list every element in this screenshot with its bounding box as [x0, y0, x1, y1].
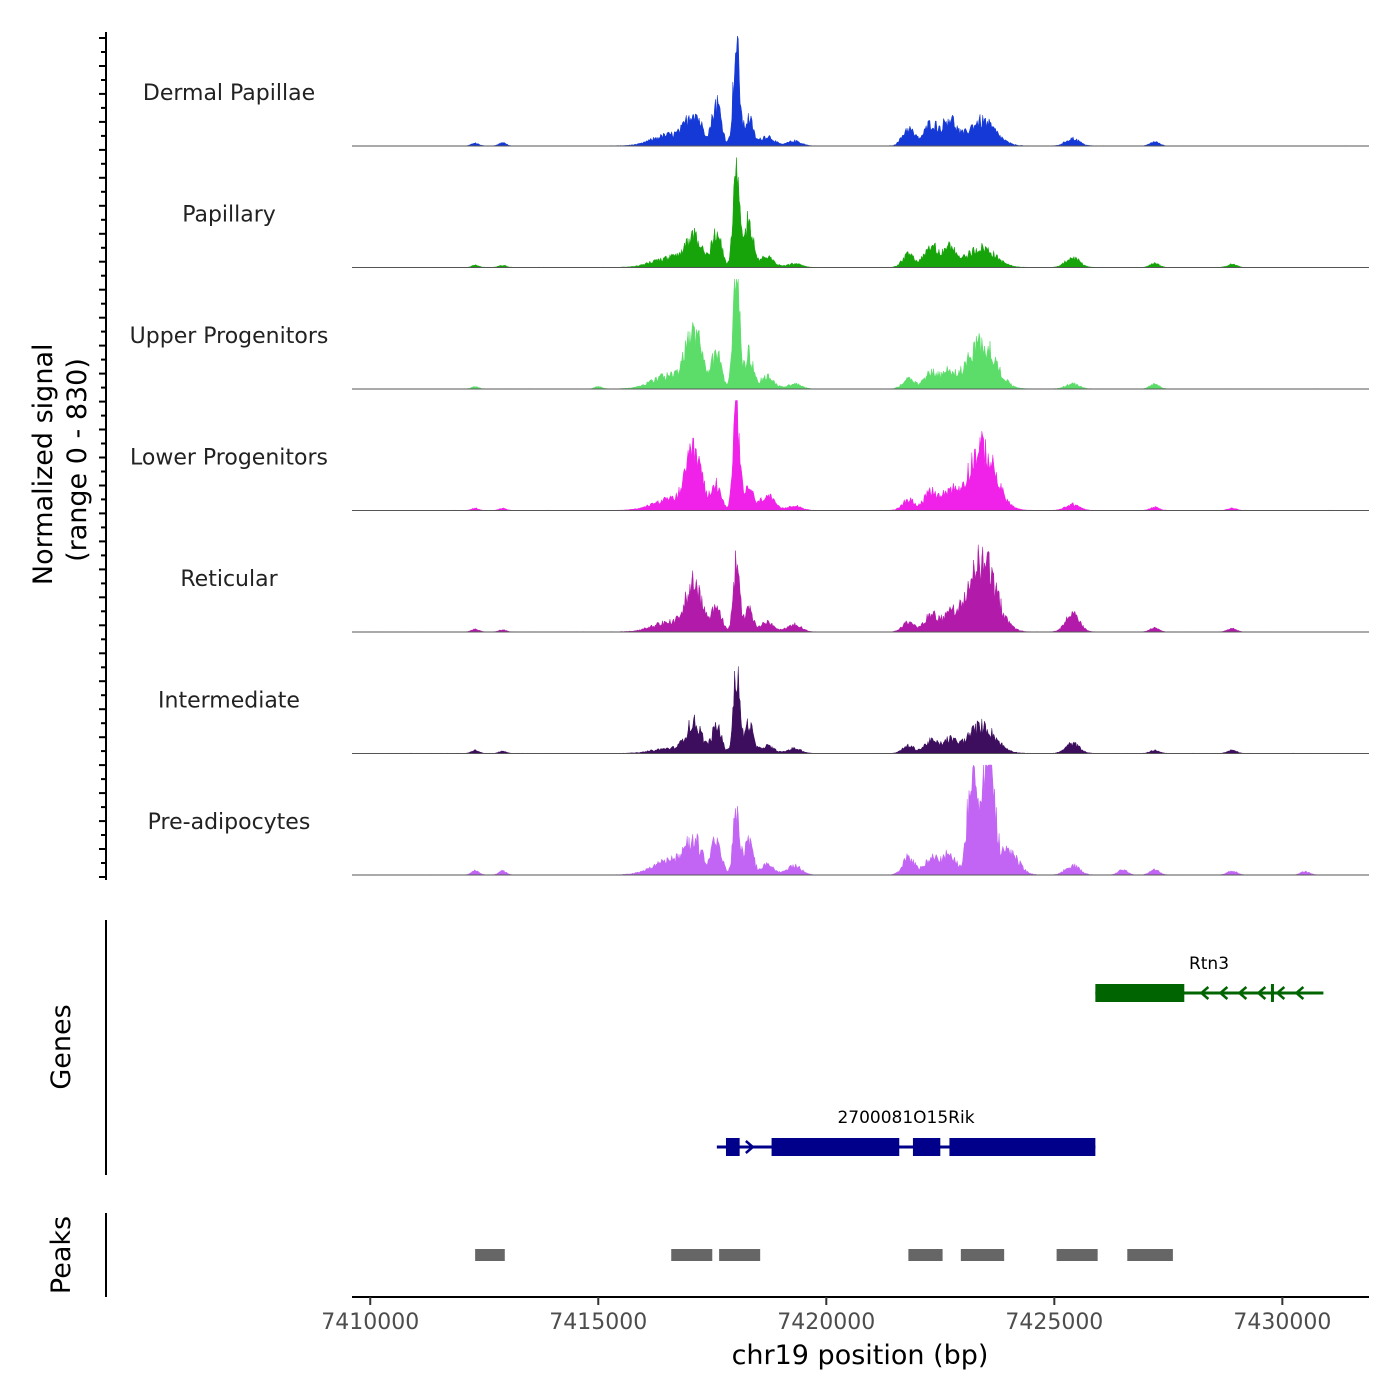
coverage-y-axis-title: Normalized signal (range 0 - 830) — [28, 335, 93, 585]
genes-track-title: Genes — [46, 1004, 77, 1089]
gene-exon-1-2 — [912, 1138, 941, 1156]
peak-region-0 — [475, 1249, 505, 1261]
gene-name-1: 2700081O15Rik — [837, 1108, 974, 1128]
peak-region-6 — [1127, 1249, 1173, 1261]
coverage-area-2 — [367, 278, 1351, 390]
x-axis-title: chr19 position (bp) — [732, 1340, 989, 1371]
genes-track: Rtn3 2700081O15Rik — [716, 954, 1324, 1156]
x-tick-label-0: 7410000 — [321, 1310, 419, 1335]
track-label-1: Papillary — [182, 203, 276, 228]
coverage-area-3 — [367, 400, 1351, 511]
x-tick-label-1: 7415000 — [549, 1310, 647, 1335]
gene-name-0: Rtn3 — [1189, 954, 1229, 974]
track-label-5: Intermediate — [158, 689, 300, 714]
gene-exon-1-1 — [771, 1138, 900, 1156]
coverage-area-4 — [367, 544, 1351, 633]
track-label-6: Pre-adipocytes — [148, 810, 311, 835]
x-axis-ticks: 7410000 7415000 7420000 7425000 7430000 — [321, 1297, 1331, 1335]
strand-arrow-1-0 — [745, 1140, 755, 1154]
x-tick-label-2: 7420000 — [777, 1310, 875, 1335]
track-label-4: Reticular — [180, 567, 278, 592]
gene-exon-0-0 — [1095, 984, 1185, 1002]
gene-1: 2700081O15Rik — [716, 1108, 1096, 1156]
gene-exon-0-1 — [1270, 984, 1274, 1002]
peak-region-5 — [1056, 1249, 1098, 1261]
coverage-track-5: Intermediate — [158, 666, 1369, 754]
x-tick-label-4: 7430000 — [1233, 1310, 1331, 1335]
strand-arrow-0-0 — [1199, 986, 1210, 1000]
coverage-area-1 — [367, 157, 1351, 268]
peak-region-2 — [719, 1249, 761, 1261]
coverage-track-1: Papillary — [182, 157, 1369, 268]
coverage-track-4: Reticular — [180, 544, 1369, 633]
strand-arrow-0-5 — [1294, 986, 1305, 1000]
track-label-0: Dermal Papillae — [143, 81, 315, 106]
peak-region-4 — [960, 1249, 1005, 1261]
coverage-track-0: Dermal Papillae — [143, 35, 1369, 147]
coverage-track-6: Pre-adipocytes — [148, 764, 1369, 876]
peaks-panel: Peaks — [46, 1213, 1173, 1297]
coverage-track-2: Upper Progenitors — [130, 278, 1369, 390]
strand-arrow-0-2 — [1237, 986, 1248, 1000]
strand-arrow-0-3 — [1256, 986, 1267, 1000]
gene-exon-1-0 — [725, 1138, 740, 1156]
strand-arrow-0-1 — [1218, 986, 1229, 1000]
track-label-3: Lower Progenitors — [130, 446, 328, 471]
coverage-panel: Dermal Papillae Papillary Upper Progenitor… — [130, 35, 1369, 876]
y-axis-title-line-2: (range 0 - 830) — [62, 358, 93, 562]
coverage-track-3: Lower Progenitors — [130, 400, 1369, 511]
peaks-track — [475, 1249, 1173, 1261]
peak-region-1 — [671, 1249, 713, 1261]
coverage-area-0 — [367, 35, 1351, 147]
gene-exon-1-3 — [949, 1138, 1096, 1156]
x-tick-label-3: 7425000 — [1005, 1310, 1103, 1335]
genes-panel: Genes Rtn3 2700081O15Rik — [46, 920, 1324, 1175]
peaks-track-title: Peaks — [46, 1216, 77, 1294]
coverage-y-ticks — [99, 37, 106, 878]
coverage-y-axis — [99, 32, 107, 880]
coverage-area-6 — [367, 764, 1351, 876]
peak-region-3 — [908, 1249, 943, 1261]
strand-arrow-0-4 — [1275, 986, 1286, 1000]
y-axis-title-line-1: Normalized signal — [28, 344, 59, 586]
gene-0: Rtn3 — [1095, 954, 1324, 1002]
x-axis: 7410000 7415000 7420000 7425000 7430000 chr1… — [321, 1296, 1369, 1371]
coverage-area-5 — [367, 666, 1351, 754]
track-label-2: Upper Progenitors — [130, 324, 329, 349]
